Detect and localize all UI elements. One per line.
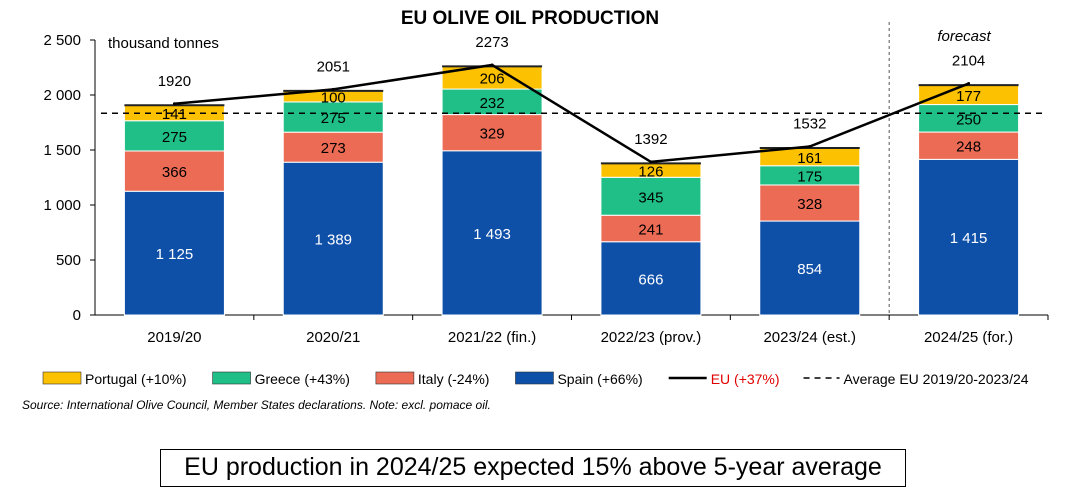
chart-title: EU OLIVE OIL PRODUCTION	[401, 8, 659, 29]
x-tick-label: 2024/25 (for.)	[924, 329, 1013, 346]
forecast-label: forecast	[937, 28, 991, 45]
bar-segment	[600, 176, 702, 216]
bar-segment	[759, 220, 861, 316]
legend-label: Italy (-24%)	[418, 371, 490, 387]
bar-value-label: 141	[162, 106, 187, 123]
bar-value-label: 1 389	[314, 232, 352, 249]
bar-value-label: 177	[956, 88, 981, 105]
legend-label: Average EU 2019/20-2023/24	[844, 371, 1029, 387]
eu-total-label: 2273	[475, 34, 508, 51]
bar-segment	[759, 184, 861, 222]
x-tick-label: 2023/24 (est.)	[763, 329, 856, 346]
y-tick-label: 0	[73, 307, 81, 324]
bar-value-label: 275	[321, 110, 346, 127]
bar-value-label: 345	[638, 189, 663, 206]
bar-segment	[600, 214, 702, 243]
eu-line-point	[490, 63, 494, 67]
eu-line-point	[331, 87, 335, 91]
eu-total-label: 1392	[634, 131, 667, 148]
legend-label: Spain (+66%)	[557, 371, 642, 387]
y-unit-label: thousand tonnes	[108, 35, 219, 52]
legend-swatch	[42, 371, 82, 385]
y-tick-label: 1 500	[43, 142, 81, 159]
legend-label: Portugal (+10%)	[85, 371, 187, 387]
bar-segment	[282, 101, 384, 133]
y-tick-label: 500	[56, 252, 81, 269]
bar-segment	[441, 114, 543, 152]
eu-total-label: 1532	[793, 115, 826, 132]
bar-value-label: 175	[797, 168, 822, 185]
bar-segment	[600, 241, 702, 316]
eu-total-label: 2051	[317, 58, 350, 75]
bar-value-label: 329	[480, 126, 505, 143]
bar-segment	[441, 150, 543, 316]
source-note: Source: International Olive Council, Mem…	[22, 398, 491, 412]
x-tick-label: 2022/23 (prov.)	[601, 329, 702, 346]
bar-segment	[918, 158, 1020, 316]
y-tick-label: 2 500	[43, 32, 81, 49]
eu-line-point	[172, 102, 176, 106]
bar-value-label: 100	[321, 89, 346, 106]
bar-value-label: 161	[797, 150, 822, 167]
legend-swatch	[375, 371, 415, 385]
legend: Portugal (+10%) Greece (+43%) Italy (-24%)…	[42, 371, 1029, 387]
legend-swatch	[515, 371, 554, 385]
summary-callout: EU production in 2024/25 expected 15% ab…	[160, 449, 906, 487]
bar-value-label: 248	[956, 139, 981, 156]
x-tick-label: 2021/22 (fin.)	[448, 329, 536, 346]
eu-line-point	[967, 82, 971, 86]
bar-value-label: 854	[797, 261, 822, 278]
chart: 0 500 1 000 1 500 2 000 2 500 2019/20 2020/21 20…	[42, 8, 1049, 387]
bar-value-label: 126	[638, 163, 663, 180]
bar-segment	[918, 104, 1020, 133]
bar-value-label: 241	[638, 221, 663, 238]
bar-segment	[282, 161, 384, 316]
eu-line-point	[649, 160, 653, 164]
bar-segment	[441, 88, 543, 116]
bar-segment	[123, 120, 225, 152]
bar-value-label: 275	[162, 129, 187, 146]
y-tick-label: 1 000	[43, 197, 81, 214]
bar-value-label: 273	[321, 140, 346, 157]
x-tick-label: 2019/20	[147, 329, 201, 346]
bar-value-label: 1 493	[473, 226, 511, 243]
eu-total-label: 2104	[952, 53, 985, 70]
bar-value-label: 666	[638, 271, 663, 288]
bar-value-label: 328	[797, 196, 822, 213]
bar-value-label: 366	[162, 164, 187, 181]
legend-label: EU (+37%)	[711, 371, 780, 387]
bar-segment	[918, 131, 1020, 160]
legend-swatch	[212, 371, 251, 385]
bar-value-label: 1 125	[156, 246, 194, 263]
bar-value-label: 206	[480, 71, 505, 88]
y-tick-label: 2 000	[43, 87, 81, 104]
legend-label: Greece (+43%)	[255, 371, 350, 387]
bar-value-label: 250	[956, 111, 981, 128]
bar-value-label: 1 415	[950, 230, 988, 247]
bar-segment	[123, 190, 225, 316]
eu-total-label: 1920	[158, 73, 191, 90]
eu-line-point	[808, 144, 812, 148]
x-tick-label: 2020/21	[306, 329, 360, 346]
bar-segment	[282, 131, 384, 163]
bar-value-label: 232	[480, 95, 505, 112]
eu-total-line	[174, 63, 970, 164]
